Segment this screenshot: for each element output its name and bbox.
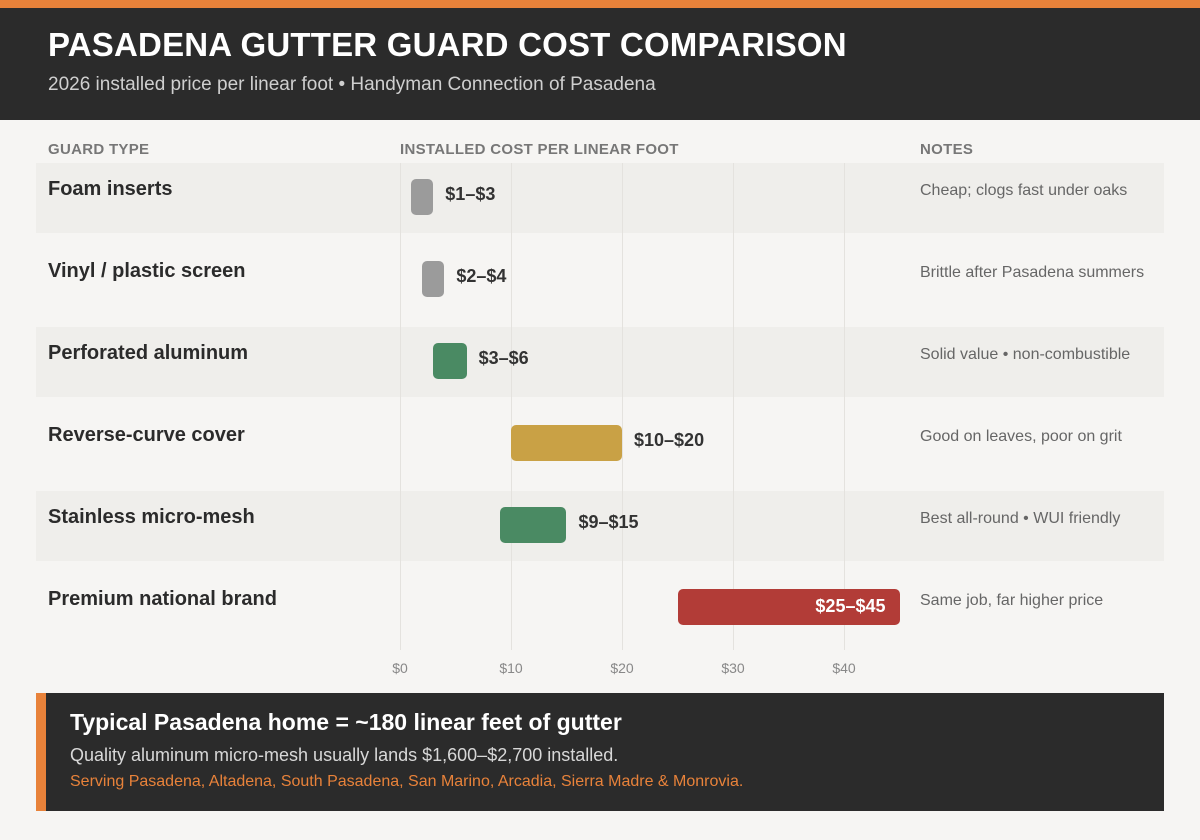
row-background: [36, 163, 1164, 233]
bar-value-label: $10–$20: [634, 430, 705, 450]
footer-callout: Typical Pasadena home = ~180 linear feet…: [36, 693, 1164, 811]
gridline: [844, 163, 845, 650]
chart-subtitle: 2026 installed price per linear foot • H…: [48, 74, 656, 95]
x-tick-label: $20: [610, 660, 634, 676]
category-label: Perforated aluminum: [48, 342, 249, 364]
category-label: Vinyl / plastic screen: [48, 260, 246, 282]
range-bar: [511, 425, 622, 461]
row-note: Brittle after Pasadena summers: [920, 264, 1145, 281]
row-note: Good on leaves, poor on grit: [920, 428, 1122, 445]
x-tick-label: $10: [499, 660, 523, 676]
x-tick-label: $30: [721, 660, 745, 676]
category-label: Premium national brand: [48, 588, 277, 610]
bar-value-label: $25–$45: [815, 596, 886, 616]
row-background: [36, 491, 1164, 561]
category-label: Foam inserts: [48, 178, 173, 200]
bar-value-label: $3–$6: [478, 348, 529, 368]
header-banner: PASADENA GUTTER GUARD COST COMPARISON 20…: [0, 8, 1200, 120]
bar-value-label: $9–$15: [578, 512, 639, 532]
chart-title: PASADENA GUTTER GUARD COST COMPARISON: [48, 26, 847, 63]
range-bar: [411, 179, 434, 215]
gridline: [511, 163, 512, 650]
x-tick-label: $0: [392, 660, 408, 676]
row-note: Same job, far higher price: [920, 592, 1104, 609]
column-header-notes: NOTES: [920, 141, 974, 158]
range-bar: [499, 507, 567, 543]
range-bar: [433, 343, 467, 379]
column-header-cost: INSTALLED COST PER LINEAR FOOT: [400, 141, 679, 158]
bar-value-label: $2–$4: [456, 266, 507, 286]
footer-headline: Typical Pasadena home = ~180 linear feet…: [70, 709, 622, 735]
row-note: Solid value • non-combustible: [920, 346, 1131, 363]
column-header-guard-type: GUARD TYPE: [48, 141, 150, 158]
top-accent-stripe: [0, 0, 1200, 8]
range-bar: [677, 589, 900, 625]
gridline: [733, 163, 734, 650]
gridline: [400, 163, 401, 650]
gridline: [622, 163, 623, 650]
category-label: Reverse-curve cover: [48, 424, 245, 446]
row-note: Cheap; clogs fast under oaks: [920, 182, 1128, 199]
row-note: Best all-round • WUI friendly: [920, 510, 1121, 527]
x-tick-label: $40: [832, 660, 856, 676]
footer-accent-bar: [36, 693, 46, 811]
footer-detail: Quality aluminum micro-mesh usually land…: [70, 745, 619, 765]
bar-value-label: $1–$3: [445, 184, 496, 204]
row-background: [36, 327, 1164, 397]
range-bar: [422, 261, 445, 297]
category-label: Stainless micro-mesh: [48, 506, 255, 528]
footer-service-area: Serving Pasadena, Altadena, South Pasade…: [70, 773, 744, 790]
